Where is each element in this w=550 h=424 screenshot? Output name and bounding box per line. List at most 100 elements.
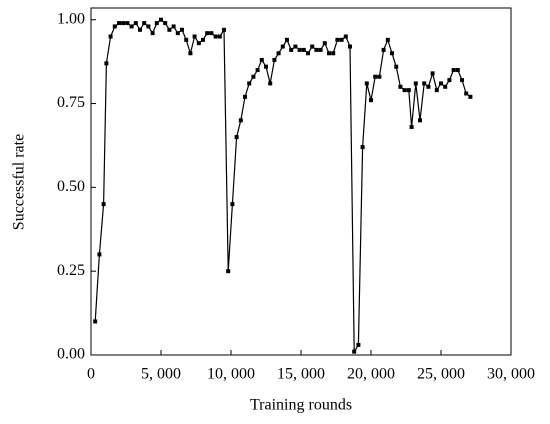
point-marker — [125, 21, 130, 26]
x-tick-label: 5, 000 — [141, 366, 181, 383]
point-marker — [293, 44, 298, 49]
point-marker — [285, 37, 289, 42]
point-marker — [188, 51, 193, 56]
point-marker — [171, 24, 176, 29]
x-tick-label: 30, 000 — [487, 366, 535, 383]
point-marker — [226, 269, 231, 274]
point-marker — [394, 64, 399, 69]
point-marker — [468, 94, 473, 99]
point-marker — [297, 47, 302, 52]
point-marker — [192, 34, 197, 39]
point-marker — [213, 34, 218, 39]
point-marker — [112, 24, 117, 29]
point-marker — [276, 51, 281, 56]
point-marker — [150, 31, 155, 36]
point-marker — [97, 252, 102, 257]
point-marker — [101, 202, 106, 207]
point-marker — [93, 319, 98, 324]
point-marker — [464, 91, 469, 96]
point-marker — [406, 88, 411, 93]
point-marker — [335, 37, 340, 42]
x-tick-label: 15, 000 — [277, 366, 325, 383]
point-marker — [409, 125, 414, 130]
point-marker — [402, 88, 407, 93]
point-marker — [385, 37, 390, 42]
point-marker — [439, 81, 443, 86]
x-axis-label: Training rounds — [250, 397, 352, 414]
point-marker — [142, 21, 147, 26]
point-marker — [133, 21, 138, 26]
point-marker — [434, 88, 439, 93]
x-tick-label: 10, 000 — [207, 366, 255, 383]
point-marker — [430, 71, 435, 76]
point-marker — [234, 135, 239, 140]
point-marker — [364, 81, 369, 86]
y-tick-label: 0.00 — [57, 346, 85, 363]
point-marker — [356, 342, 361, 347]
point-marker — [163, 21, 168, 26]
series-line — [94, 18, 471, 354]
point-marker — [322, 41, 327, 46]
point-marker — [451, 68, 456, 73]
point-marker — [243, 94, 247, 99]
point-marker — [251, 74, 256, 79]
point-marker — [377, 74, 382, 79]
point-marker — [201, 37, 205, 42]
point-marker — [138, 27, 142, 32]
point-marker — [373, 74, 378, 79]
point-marker — [180, 27, 184, 32]
x-tick-label: 20, 000 — [347, 366, 395, 383]
point-marker — [418, 118, 422, 123]
y-axis-label: Successful rate — [11, 134, 28, 230]
point-marker — [222, 27, 226, 32]
point-marker — [117, 21, 121, 26]
point-marker — [259, 57, 264, 62]
point-marker — [343, 34, 348, 39]
y-tick-label: 0.25 — [57, 262, 85, 279]
point-marker — [306, 51, 310, 56]
point-marker — [381, 47, 386, 52]
y-tick-label: 1.00 — [57, 10, 85, 27]
point-marker — [167, 27, 172, 32]
point-marker — [339, 37, 344, 42]
point-marker — [398, 84, 403, 89]
point-marker — [272, 57, 277, 62]
point-marker — [314, 47, 319, 52]
point-marker — [455, 68, 460, 73]
point-marker — [154, 21, 159, 26]
point-marker — [352, 349, 357, 354]
point-marker — [159, 17, 163, 22]
point-marker — [360, 145, 365, 150]
point-marker — [460, 78, 464, 83]
point-marker — [268, 81, 273, 86]
plot-frame — [90, 7, 512, 356]
point-marker — [318, 47, 323, 52]
point-marker — [230, 202, 235, 207]
point-marker — [209, 31, 214, 36]
point-marker — [121, 21, 126, 26]
point-marker — [217, 34, 222, 39]
point-marker — [422, 81, 427, 86]
point-marker — [447, 78, 452, 83]
point-marker — [129, 24, 134, 29]
point-marker — [196, 41, 201, 46]
y-tick-label: 0.75 — [57, 94, 85, 111]
point-marker — [348, 44, 352, 49]
point-marker — [331, 51, 336, 56]
point-marker — [280, 44, 285, 49]
point-marker — [413, 81, 418, 86]
point-marker — [426, 84, 431, 89]
point-marker — [327, 51, 331, 56]
point-marker — [443, 84, 448, 89]
point-marker — [175, 31, 180, 36]
point-marker — [108, 34, 113, 39]
point-marker — [255, 68, 260, 73]
point-marker — [390, 51, 394, 56]
point-marker — [146, 24, 151, 29]
point-marker — [184, 37, 189, 42]
point-marker — [104, 61, 109, 66]
point-marker — [310, 44, 315, 49]
point-marker — [247, 81, 252, 86]
x-tick-label: 0 — [87, 366, 95, 383]
